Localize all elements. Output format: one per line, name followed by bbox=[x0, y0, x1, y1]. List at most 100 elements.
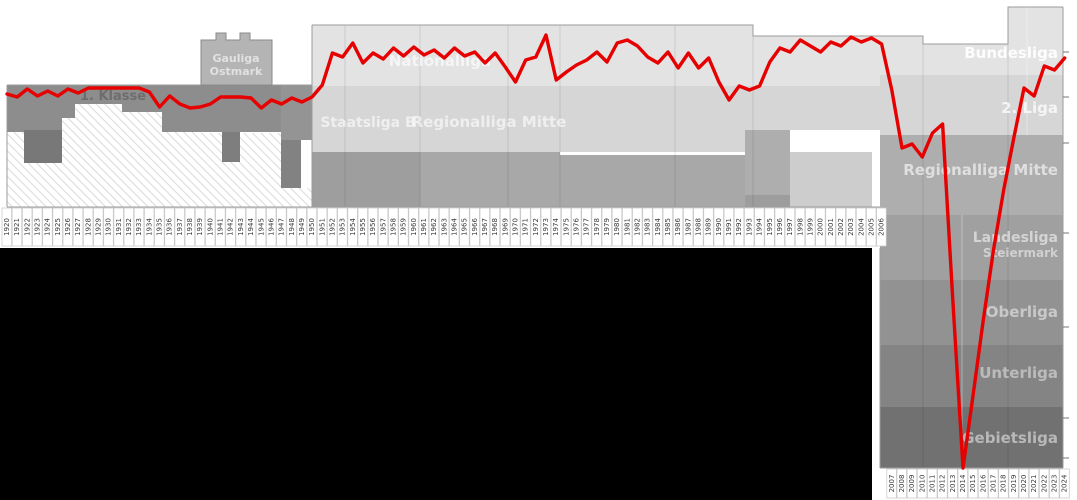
year-label: 2024 bbox=[1061, 474, 1069, 492]
year-label-box bbox=[1059, 468, 1070, 499]
year-label-box bbox=[591, 207, 602, 247]
year-label: 1994 bbox=[756, 218, 764, 236]
year-label-box bbox=[520, 207, 531, 247]
year-label-box bbox=[11, 207, 23, 247]
year-label: 1979 bbox=[603, 218, 611, 236]
year-label: 1995 bbox=[766, 218, 774, 236]
year-label: 2008 bbox=[898, 475, 906, 493]
year-label-box bbox=[499, 207, 511, 247]
year-label: 1960 bbox=[410, 218, 418, 236]
league-band bbox=[560, 155, 745, 207]
band-label: Staatsliga B bbox=[320, 115, 415, 131]
year-label-box bbox=[205, 207, 216, 247]
club-performance-line bbox=[5, 33, 1067, 470]
year-label: 1956 bbox=[369, 218, 377, 236]
year-label: 1965 bbox=[461, 218, 469, 236]
year-label: 2013 bbox=[949, 475, 957, 493]
year-label: 1988 bbox=[695, 218, 703, 236]
year-label: 2014 bbox=[959, 474, 967, 492]
year-label: 1986 bbox=[674, 218, 682, 236]
year-label-box bbox=[327, 207, 338, 247]
year-label: 1946 bbox=[267, 218, 275, 236]
year-label-box bbox=[479, 207, 490, 247]
dark-step-layer bbox=[24, 130, 240, 163]
year-label-box bbox=[1018, 468, 1029, 499]
year-label: 1943 bbox=[237, 218, 245, 236]
year-label: 1993 bbox=[745, 218, 753, 236]
year-label: 1940 bbox=[206, 218, 214, 236]
year-label: 1958 bbox=[389, 218, 397, 236]
year-label: 2015 bbox=[969, 475, 977, 493]
year-label: 1959 bbox=[400, 218, 408, 236]
year-label-box bbox=[123, 207, 135, 247]
year-label-box bbox=[347, 207, 358, 247]
year-label-box bbox=[784, 207, 796, 247]
band-label: Ostmark bbox=[210, 65, 263, 78]
league-band bbox=[281, 140, 301, 188]
league-band bbox=[420, 152, 560, 207]
league-band bbox=[1008, 7, 1063, 75]
year-label-box bbox=[21, 207, 33, 247]
year-label-box bbox=[866, 207, 877, 247]
year-label: 2021 bbox=[1030, 475, 1038, 493]
year-label: 1980 bbox=[613, 218, 621, 236]
league-band bbox=[880, 280, 1063, 345]
year-label-box bbox=[967, 468, 979, 499]
year-label: 1944 bbox=[247, 218, 255, 236]
year-label: 2023 bbox=[1051, 475, 1059, 493]
year-label: 1975 bbox=[562, 218, 570, 236]
year-label-box bbox=[296, 207, 307, 247]
year-label: 1963 bbox=[440, 218, 448, 236]
plot-border bbox=[312, 6, 1063, 45]
year-label: 1987 bbox=[684, 218, 692, 236]
year-label: 2002 bbox=[837, 218, 845, 236]
year-label: 1921 bbox=[13, 218, 21, 236]
year-label: 2007 bbox=[888, 475, 896, 493]
year-label-box bbox=[164, 207, 175, 247]
year-label: 1981 bbox=[623, 218, 631, 236]
dark-step bbox=[222, 132, 240, 162]
year-label-box bbox=[428, 207, 440, 247]
year-label-box bbox=[794, 207, 806, 247]
year-label: 1945 bbox=[257, 218, 265, 236]
year-label: 1948 bbox=[288, 218, 296, 236]
year-label-box bbox=[632, 207, 643, 247]
gauliga-box-layer bbox=[200, 32, 273, 86]
year-label-box bbox=[357, 207, 368, 247]
band-label: Landesliga bbox=[973, 230, 1058, 246]
year-label-box bbox=[449, 207, 460, 247]
year-label: 1929 bbox=[95, 218, 103, 236]
year-label: 1937 bbox=[176, 218, 184, 236]
year-label: 2004 bbox=[857, 218, 865, 236]
band-label: Gebietsliga bbox=[962, 429, 1058, 447]
year-label-box bbox=[367, 207, 379, 247]
year-label: 1953 bbox=[339, 218, 347, 236]
year-label-box bbox=[93, 207, 104, 247]
year-label-box bbox=[977, 468, 989, 499]
year-label: 1938 bbox=[186, 218, 194, 236]
year-label-box bbox=[144, 207, 155, 247]
band-labels: 1. KlasseGauligaOstmarkNationalligaStaat… bbox=[80, 44, 1059, 447]
year-label-box bbox=[683, 207, 694, 247]
year-label-box bbox=[754, 207, 765, 247]
year-label-box bbox=[225, 207, 236, 247]
year-label-box bbox=[438, 207, 450, 247]
year-label-box bbox=[764, 207, 775, 247]
year-label: 1970 bbox=[512, 218, 520, 236]
year-label: 1931 bbox=[115, 218, 123, 236]
year-label: 1997 bbox=[786, 218, 794, 236]
year-label-box bbox=[469, 207, 480, 247]
year-label: 1966 bbox=[471, 218, 479, 236]
year-label-box bbox=[215, 207, 226, 247]
year-label: 1991 bbox=[725, 218, 733, 236]
year-label: 1936 bbox=[166, 218, 174, 236]
band-label: Oberliga bbox=[986, 303, 1058, 321]
year-label-box bbox=[377, 207, 389, 247]
year-label-box bbox=[235, 207, 246, 247]
year-label-box bbox=[1049, 468, 1060, 499]
year-label-box bbox=[774, 207, 785, 247]
year-label: 1957 bbox=[379, 218, 387, 236]
year-label: 1923 bbox=[34, 218, 42, 236]
year-label: 1942 bbox=[227, 218, 235, 236]
